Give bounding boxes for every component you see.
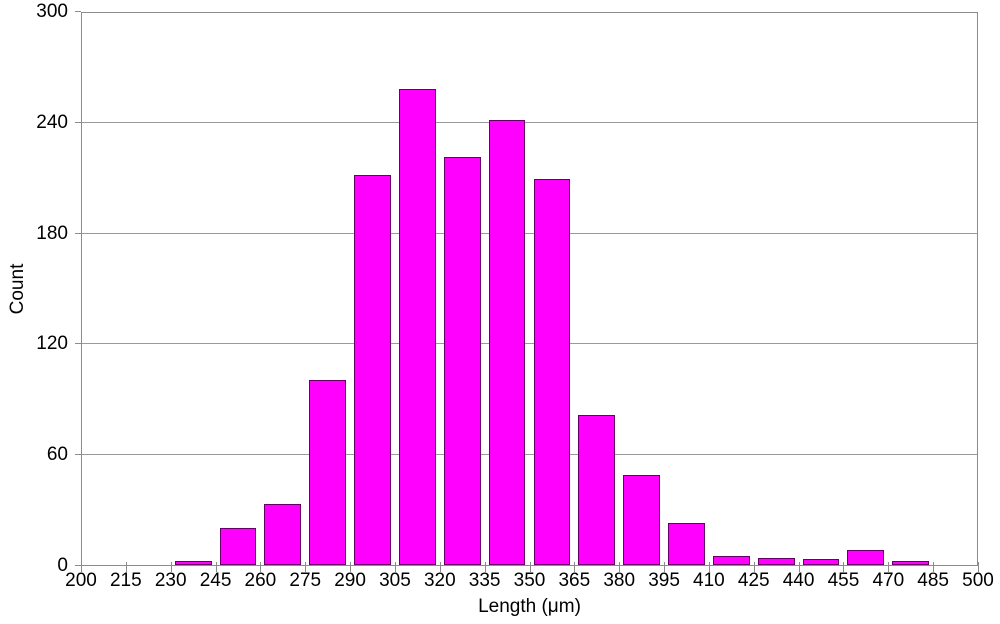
x-tick-label-350: 350 bbox=[513, 570, 546, 591]
x-tick-215 bbox=[125, 562, 127, 572]
y-tick-180 bbox=[75, 232, 81, 234]
x-tick-label-215: 215 bbox=[109, 570, 142, 591]
y-tick-60 bbox=[75, 454, 81, 456]
histogram-bar-335-350 bbox=[488, 120, 526, 565]
y-tick-0 bbox=[75, 565, 81, 566]
y-tick-label-0: 0 bbox=[57, 555, 68, 576]
histogram-bar-395-410 bbox=[668, 523, 705, 565]
x-tick-455 bbox=[843, 562, 845, 572]
y-tick-label-60: 60 bbox=[46, 444, 68, 466]
histogram-bar-440-455 bbox=[802, 559, 840, 565]
x-tick-500 bbox=[978, 562, 979, 572]
x-tick-230 bbox=[170, 562, 172, 572]
x-tick-label-275: 275 bbox=[289, 570, 322, 591]
histogram-bar-425-440 bbox=[757, 558, 795, 565]
x-tick-395 bbox=[664, 562, 666, 572]
y-tick-label-180: 180 bbox=[36, 222, 68, 244]
x-tick-470 bbox=[888, 562, 890, 572]
y-tick-label-120: 120 bbox=[36, 333, 68, 355]
x-tick-365 bbox=[574, 562, 576, 572]
histogram-bar-410-425 bbox=[712, 556, 750, 565]
x-tick-200 bbox=[81, 562, 82, 572]
gridline-60 bbox=[82, 454, 977, 456]
y-axis-title: Count bbox=[7, 263, 28, 315]
y-tick-label-240: 240 bbox=[36, 111, 68, 133]
histogram-bar-470-485 bbox=[892, 561, 930, 565]
y-tick-label-300: 300 bbox=[36, 1, 68, 22]
histogram-bar-275-290 bbox=[309, 380, 347, 565]
x-tick-label-455: 455 bbox=[827, 570, 860, 591]
x-tick-label-380: 380 bbox=[603, 570, 636, 591]
histogram-bar-320-335 bbox=[443, 157, 481, 565]
x-tick-275 bbox=[305, 562, 307, 572]
histogram-bar-455-470 bbox=[847, 550, 885, 565]
x-tick-label-395: 395 bbox=[648, 570, 680, 591]
x-tick-label-290: 290 bbox=[334, 570, 366, 591]
x-tick-label-320: 320 bbox=[423, 570, 456, 591]
x-tick-350 bbox=[529, 562, 531, 572]
x-tick-440 bbox=[798, 562, 800, 572]
x-tick-label-260: 260 bbox=[244, 570, 277, 591]
histogram-bar-260-275 bbox=[264, 504, 302, 565]
histogram-bar-290-305 bbox=[354, 175, 391, 565]
x-tick-label-410: 410 bbox=[693, 570, 725, 591]
gridline-240 bbox=[82, 121, 977, 123]
x-tick-label-335: 335 bbox=[468, 570, 501, 591]
histogram-bar-245-260 bbox=[219, 528, 257, 565]
x-tick-425 bbox=[753, 562, 755, 572]
x-tick-label-230: 230 bbox=[154, 570, 187, 591]
x-tick-485 bbox=[933, 562, 935, 572]
x-tick-320 bbox=[439, 562, 441, 572]
histogram-bar-365-380 bbox=[578, 415, 616, 565]
x-tick-335 bbox=[484, 562, 486, 572]
histogram-bar-350-365 bbox=[533, 179, 571, 565]
histogram-bar-380-395 bbox=[623, 475, 661, 565]
x-tick-label-470: 470 bbox=[872, 570, 905, 591]
x-tick-label-500: 500 bbox=[962, 570, 994, 591]
gridline-180 bbox=[82, 232, 977, 234]
x-tick-305 bbox=[394, 562, 396, 572]
x-tick-label-245: 245 bbox=[199, 570, 232, 591]
x-tick-260 bbox=[260, 562, 262, 572]
x-tick-label-200: 200 bbox=[65, 570, 97, 591]
histogram-bar-230-245 bbox=[174, 561, 212, 565]
histogram-bar-305-320 bbox=[398, 89, 436, 565]
y-tick-240 bbox=[75, 121, 81, 123]
x-tick-245 bbox=[215, 562, 217, 572]
plot-area bbox=[81, 12, 978, 566]
x-tick-label-365: 365 bbox=[558, 570, 591, 591]
x-tick-label-485: 485 bbox=[917, 570, 949, 591]
y-tick-120 bbox=[75, 343, 81, 345]
x-tick-label-440: 440 bbox=[782, 570, 815, 591]
y-tick-300 bbox=[75, 11, 81, 12]
x-tick-380 bbox=[619, 562, 621, 572]
gridline-120 bbox=[82, 343, 977, 345]
x-tick-label-305: 305 bbox=[379, 570, 411, 591]
x-tick-290 bbox=[350, 562, 352, 572]
x-axis-title: Length (μm) bbox=[478, 596, 581, 617]
x-tick-label-425: 425 bbox=[737, 570, 770, 591]
x-tick-410 bbox=[708, 562, 710, 572]
